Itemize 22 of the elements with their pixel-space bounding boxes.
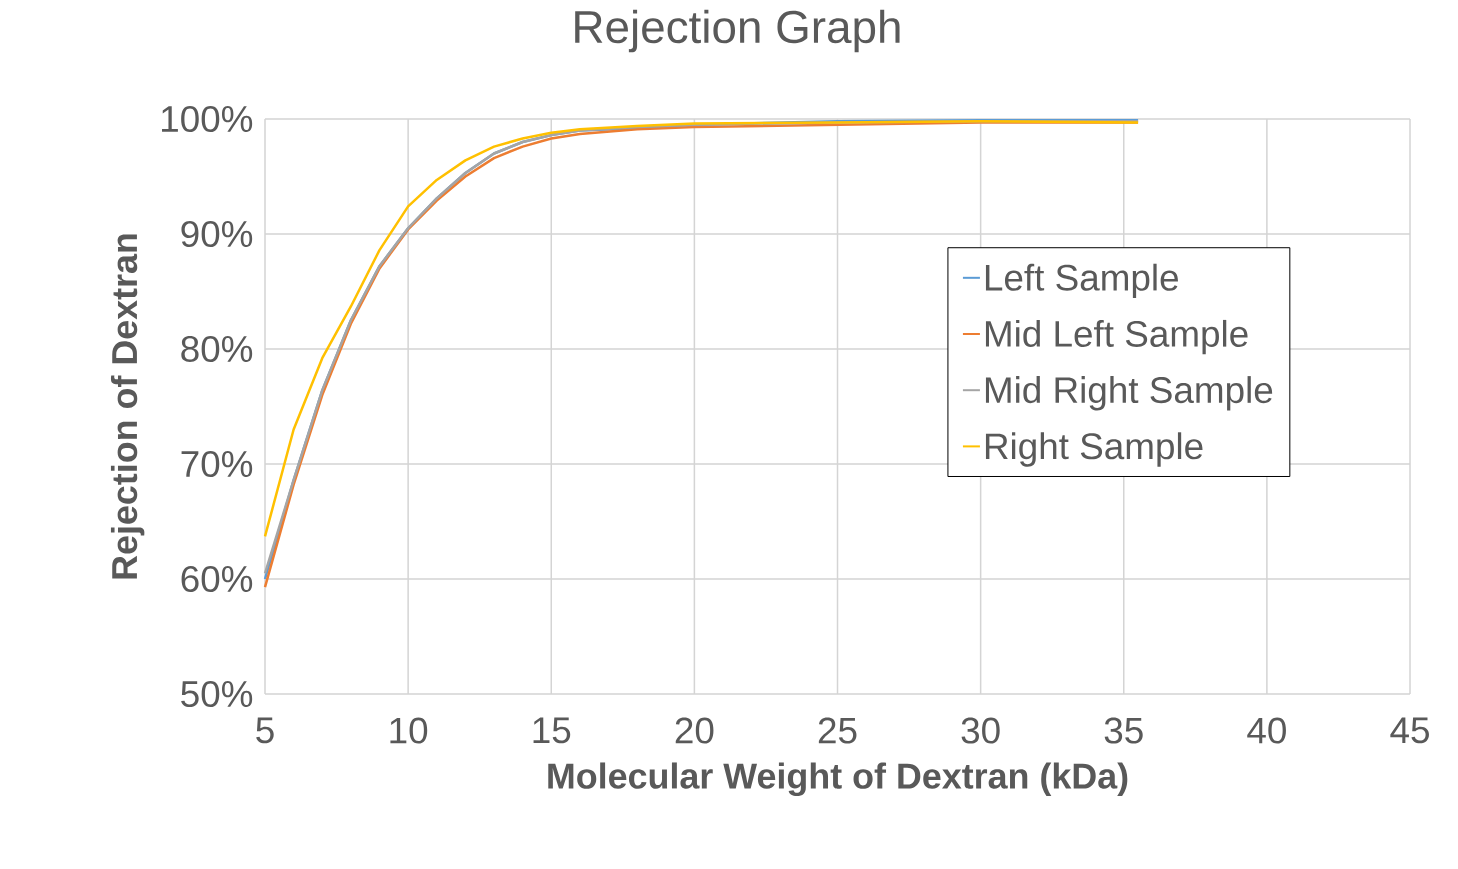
x-tick-label: 30 [961, 717, 1000, 744]
legend-label: Right Sample [985, 432, 1203, 467]
legend-label: Mid Left Sample [985, 319, 1248, 355]
y-tick-label: 100% [162, 105, 253, 133]
y-tick-label: 60% [181, 565, 253, 593]
y-tick-label: 70% [181, 450, 253, 478]
x-tick-label: 5 [256, 717, 274, 744]
x-tick-label: 35 [1104, 717, 1143, 744]
x-tick-label: 20 [675, 717, 714, 744]
x-tick-label: 45 [1390, 717, 1429, 744]
legend-label: Left Sample [985, 263, 1178, 299]
x-tick-label: 15 [533, 717, 571, 744]
y-tick-label: 50% [181, 680, 253, 708]
y-axis-title: Rejection of Dextran [110, 234, 145, 579]
chart-title: Rejection Graph [575, 9, 900, 53]
x-tick-label: 10 [390, 717, 428, 744]
y-tick-label: 80% [181, 335, 253, 363]
x-tick-label: 25 [818, 717, 857, 744]
x-tick-label: 40 [1247, 717, 1286, 744]
legend-label: Mid Right Sample [985, 376, 1273, 411]
x-axis-title: Molecular Weight of Dextran (kDa) [548, 762, 1128, 797]
y-tick-label: 90% [181, 220, 253, 248]
